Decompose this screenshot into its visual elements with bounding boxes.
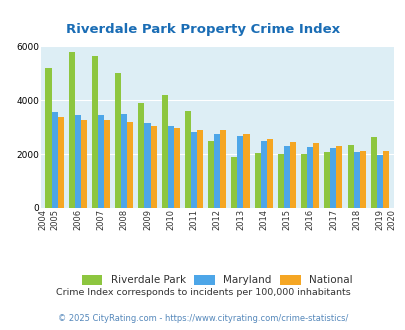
Bar [370, 137, 376, 208]
Bar [266, 139, 272, 208]
Bar [68, 51, 75, 208]
Bar [237, 137, 243, 208]
Bar [312, 143, 318, 208]
Bar [347, 145, 353, 208]
Bar [208, 141, 214, 208]
Bar [150, 126, 156, 208]
Legend: Riverdale Park, Maryland, National: Riverdale Park, Maryland, National [81, 275, 352, 285]
Bar [104, 120, 110, 208]
Bar [92, 56, 98, 208]
Bar [98, 115, 104, 208]
Bar [173, 128, 179, 208]
Bar [214, 134, 220, 208]
Text: Riverdale Park Property Crime Index: Riverdale Park Property Crime Index [66, 23, 339, 36]
Bar [336, 146, 342, 208]
Text: © 2025 CityRating.com - https://www.cityrating.com/crime-statistics/: © 2025 CityRating.com - https://www.city… [58, 314, 347, 323]
Bar [243, 134, 249, 208]
Bar [376, 155, 382, 208]
Bar [167, 126, 173, 208]
Bar [277, 154, 283, 208]
Bar [81, 120, 87, 208]
Bar [75, 115, 81, 208]
Bar [115, 73, 121, 208]
Bar [307, 147, 312, 208]
Bar [324, 152, 330, 208]
Bar [301, 154, 307, 208]
Bar [220, 130, 226, 208]
Bar [51, 112, 58, 208]
Bar [382, 151, 388, 208]
Bar [353, 152, 359, 208]
Bar [45, 68, 51, 208]
Bar [161, 95, 167, 208]
Bar [359, 150, 365, 208]
Bar [58, 117, 64, 208]
Bar [184, 111, 190, 208]
Bar [260, 141, 266, 208]
Bar [121, 114, 127, 208]
Bar [196, 130, 202, 208]
Bar [330, 148, 336, 208]
Bar [289, 142, 295, 208]
Bar [144, 123, 150, 208]
Bar [231, 157, 237, 208]
Bar [127, 122, 133, 208]
Text: Crime Index corresponds to incidents per 100,000 inhabitants: Crime Index corresponds to incidents per… [55, 288, 350, 297]
Bar [190, 132, 196, 208]
Bar [283, 146, 289, 208]
Bar [138, 103, 144, 208]
Bar [254, 153, 260, 208]
